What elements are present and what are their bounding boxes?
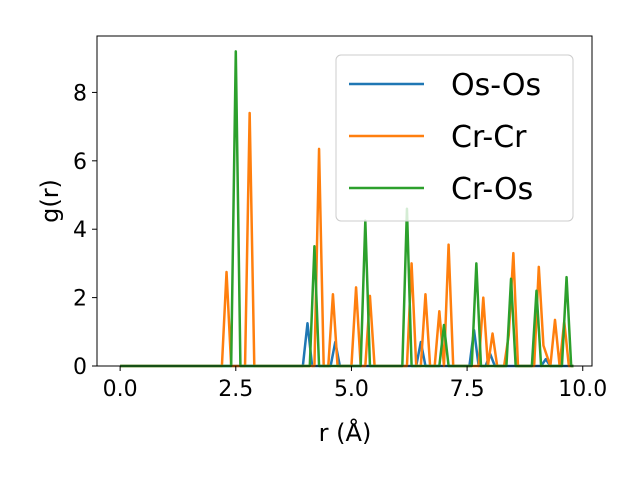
y-tick-label: 8: [73, 81, 87, 106]
y-tick-label: 6: [73, 150, 87, 175]
legend: Os-Os Cr-Cr Cr-Os: [335, 54, 574, 222]
legend-label-cr-cr: Cr-Cr: [451, 120, 527, 155]
x-tick-label: 10.0: [558, 377, 607, 402]
x-tick-label: 5.0: [334, 377, 369, 402]
legend-label-cr-os: Cr-Os: [451, 172, 533, 207]
legend-box: [335, 54, 574, 222]
axes-frame: [96, 35, 593, 367]
y-tick-label: 0: [73, 355, 87, 380]
x-axis-label: r (Å): [319, 418, 372, 447]
x-tick-label: 0.0: [103, 377, 138, 402]
series-line-cr-cr: [120, 111, 574, 368]
axes-layer: 0.0 2.5 5.0 7.5 10.0 0 2 4 6 8: [73, 35, 607, 402]
x-tick-label: 2.5: [218, 377, 253, 402]
legend-label-os-os: Os-Os: [451, 68, 541, 103]
x-tick-label: 7.5: [450, 377, 485, 402]
y-tick-label: 4: [73, 218, 87, 243]
series-line-cr-os: [120, 50, 574, 368]
y-axis-label: g(r): [36, 179, 64, 223]
y-tick-label: 2: [73, 287, 87, 312]
